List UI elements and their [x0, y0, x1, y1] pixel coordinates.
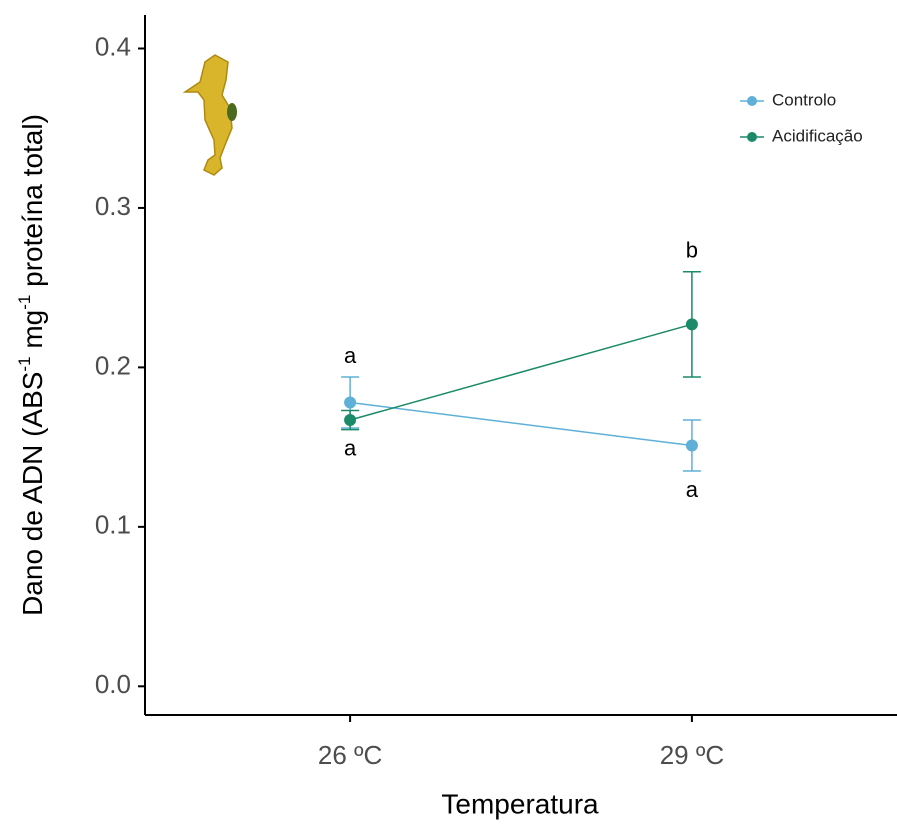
x-tick-label: 29 ºC	[660, 740, 724, 770]
significance-label: a	[344, 435, 357, 460]
significance-label: a	[344, 343, 357, 368]
significance-label: b	[686, 238, 698, 263]
y-axis-title-part: -1	[15, 295, 34, 310]
significance-label: a	[686, 477, 699, 502]
y-axis-title-part: proteína total)	[17, 114, 48, 295]
seahorse-icon	[182, 54, 237, 176]
y-tick-label: 0.2	[95, 350, 131, 380]
legend-label: Acidificação	[772, 126, 863, 145]
y-axis-title-part: Dano de ADN (ABS	[17, 372, 48, 616]
series-line	[349, 401, 693, 447]
y-axis-title-part: mg	[17, 310, 48, 357]
y-tick-label: 0.4	[95, 31, 131, 61]
series-line	[349, 323, 693, 421]
legend-marker	[747, 132, 757, 142]
y-axis-title: Dano de ADN (ABS-1 mg-1 proteína total)	[15, 114, 48, 616]
legend-label: Controlo	[772, 90, 836, 109]
y-tick-label: 0.1	[95, 510, 131, 540]
point	[685, 318, 698, 331]
point	[685, 439, 698, 452]
y-axis-title-part: -1	[15, 356, 34, 371]
point	[344, 414, 357, 427]
point	[344, 396, 357, 409]
x-tick-label: 26 ºC	[318, 740, 382, 770]
x-axis-title: Temperatura	[441, 788, 599, 819]
y-tick-label: 0.3	[95, 191, 131, 221]
y-tick-label: 0.0	[95, 669, 131, 699]
legend-marker	[747, 96, 757, 106]
